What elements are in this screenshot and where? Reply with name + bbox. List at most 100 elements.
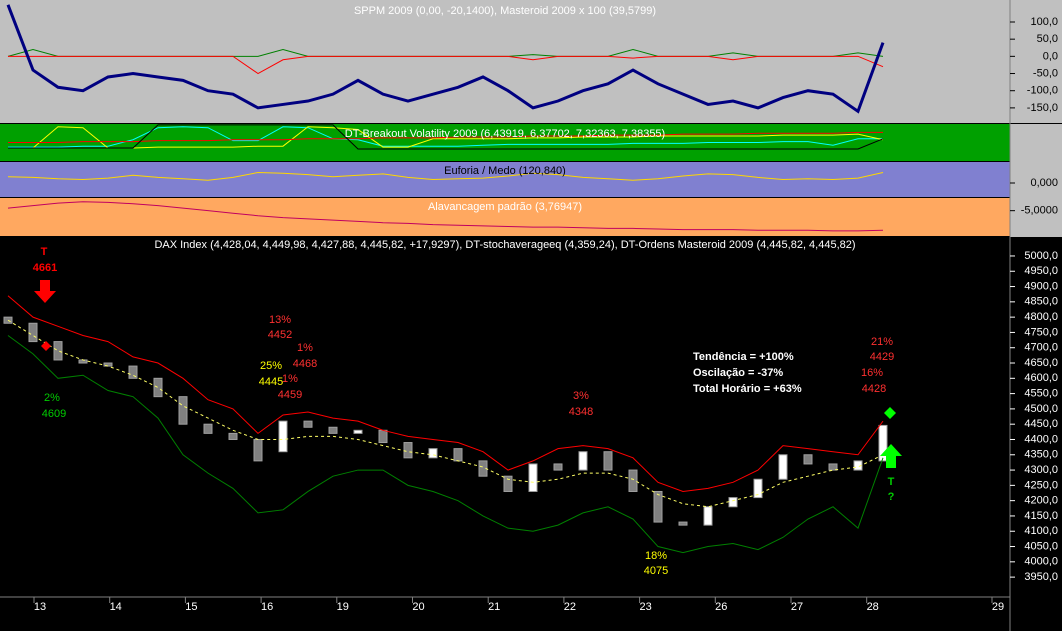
pane-background — [0, 237, 1010, 597]
x-tick-label: 20 — [412, 601, 424, 613]
y-tick-label: 3950,0 — [1024, 571, 1058, 583]
x-tick-label: 26 — [715, 601, 727, 613]
series-line — [8, 126, 883, 148]
pane-title: Euforia / Medo (120,840) — [444, 165, 566, 177]
annotation: Oscilação = -37% — [693, 367, 783, 379]
annotation: 1% — [282, 373, 298, 385]
candle — [503, 475, 513, 492]
candle — [128, 365, 138, 379]
y-tick-label: 4300,0 — [1024, 464, 1058, 476]
sell-arrow — [34, 280, 56, 303]
y-tick-label: 4500,0 — [1024, 403, 1058, 415]
buy-arrow — [880, 444, 902, 468]
y-tick-label: 4550,0 — [1024, 388, 1058, 400]
y-tick-label: 0,0 — [1043, 50, 1058, 62]
series-line — [6, 4, 885, 114]
annotation: 4075 — [644, 565, 668, 577]
axis-background — [1010, 124, 1062, 237]
annotation: 4348 — [569, 406, 593, 418]
x-tick-label: 19 — [337, 601, 349, 613]
candle — [303, 420, 313, 428]
candle — [428, 448, 438, 459]
annotation: 4428 — [862, 383, 886, 395]
annotation: 13% — [269, 314, 291, 326]
candle — [253, 438, 263, 462]
y-tick-label: 4650,0 — [1024, 357, 1058, 369]
pane-title: SPPM 2009 (0,00, -20,1400), Masteroid 20… — [354, 5, 656, 17]
y-tick-label: 4600,0 — [1024, 372, 1058, 384]
candle — [628, 469, 638, 492]
candle — [528, 463, 538, 492]
y-tick-label: 4450,0 — [1024, 418, 1058, 430]
pane-background — [0, 0, 1062, 123]
series-line — [8, 55, 884, 75]
candle — [378, 429, 388, 444]
sell-marker — [41, 341, 51, 351]
y-tick-label: 4850,0 — [1024, 296, 1058, 308]
y-tick-label: 4150,0 — [1024, 510, 1058, 522]
x-tick-label: 22 — [564, 601, 576, 613]
annotation: 18% — [645, 550, 667, 562]
series-line — [8, 131, 883, 143]
y-tick-label: 4100,0 — [1024, 525, 1058, 537]
candle — [278, 420, 288, 453]
candle — [853, 460, 863, 471]
pane-title: Alavancagem padrão (3,76947) — [428, 201, 582, 213]
y-tick-label: 4200,0 — [1024, 495, 1058, 507]
y-tick-label: 100,0 — [1030, 16, 1058, 28]
candle — [28, 322, 38, 343]
pane-title: DAX Index (4,428,04, 4,449,98, 4,427,88,… — [154, 239, 855, 251]
candle — [153, 377, 163, 398]
x-tick-label: 27 — [791, 601, 803, 613]
series-line — [7, 295, 884, 492]
x-tick-label: 29 — [992, 601, 1004, 613]
annotation: 16% — [861, 367, 883, 379]
y-tick-label: 5000,0 — [1024, 250, 1058, 262]
annotation: Total Horário = +63% — [693, 383, 802, 395]
series-line — [7, 335, 884, 554]
candle — [678, 521, 688, 526]
y-tick-label: 4350,0 — [1024, 449, 1058, 461]
y-tick-label: 4950,0 — [1024, 265, 1058, 277]
candle — [603, 451, 613, 471]
y-tick-label: -50,0 — [1033, 67, 1058, 79]
annotation: 4452 — [268, 329, 292, 341]
annotation: 4468 — [293, 358, 317, 370]
series-line — [7, 171, 884, 181]
annotation: Tendência = +100% — [693, 351, 794, 363]
annotation: 4661 — [33, 262, 57, 274]
series-line — [8, 124, 884, 150]
annotation: 21% — [871, 336, 893, 348]
annotation: 4609 — [42, 408, 66, 420]
candle — [753, 478, 763, 499]
candle — [53, 341, 63, 361]
pane-title: DT-Breakout Volatility 2009 (6,43919, 6,… — [345, 128, 665, 140]
annotation: T — [888, 476, 895, 488]
pane-background — [0, 198, 1010, 236]
x-tick-label: 16 — [261, 601, 273, 613]
x-tick-label: 28 — [867, 601, 879, 613]
candle — [203, 423, 213, 434]
annotation: 25% — [260, 360, 282, 372]
candle — [803, 454, 813, 465]
annotation: 4429 — [870, 351, 894, 363]
series-line — [7, 319, 884, 508]
candle — [328, 426, 338, 434]
candle — [353, 429, 363, 434]
y-tick-label: 4700,0 — [1024, 342, 1058, 354]
candle — [703, 506, 713, 526]
y-tick-label: 0,000 — [1030, 177, 1058, 189]
candle — [878, 424, 888, 462]
annotation: ? — [888, 491, 895, 503]
y-tick-label: -5,0000 — [1021, 205, 1058, 217]
y-tick-label: 4900,0 — [1024, 280, 1058, 292]
candle — [403, 442, 413, 459]
y-tick-label: 4250,0 — [1024, 479, 1058, 491]
x-tick-label: 15 — [185, 601, 197, 613]
candle — [228, 432, 238, 440]
x-tick-label: 21 — [488, 601, 500, 613]
candle — [578, 451, 588, 471]
x-tick-label: 13 — [34, 601, 46, 613]
x-tick-label: 14 — [110, 601, 122, 613]
